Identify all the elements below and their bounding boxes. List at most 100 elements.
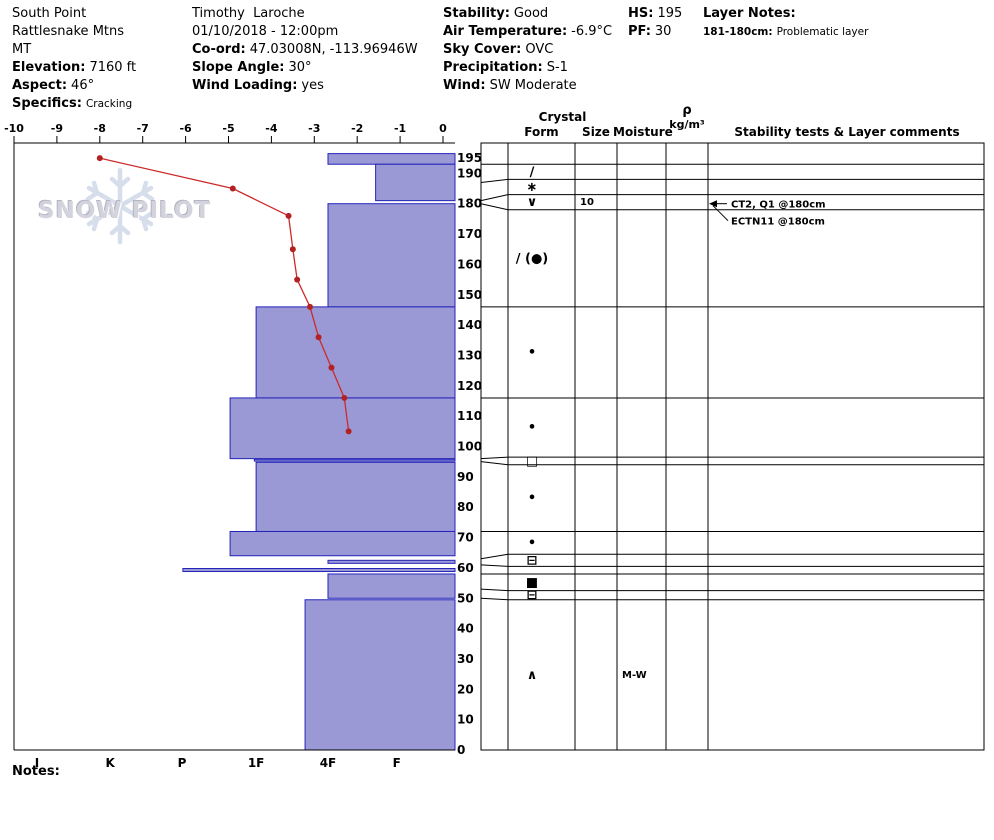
form-column-header: Form bbox=[524, 125, 559, 139]
precipitation-label: Precipitation: bbox=[443, 60, 543, 75]
depth-label: 110 bbox=[457, 409, 482, 423]
temp-tick-label: -3 bbox=[308, 122, 320, 135]
temp-tick-label: -9 bbox=[51, 122, 63, 135]
depth-label: 0 bbox=[457, 743, 465, 757]
layer-connector bbox=[480, 588, 509, 592]
temperature-line bbox=[99, 157, 350, 432]
temp-tick-label: 0 bbox=[439, 122, 447, 135]
depth-label: 180 bbox=[457, 197, 482, 211]
header-layer-notes: Layer Notes: 181-180cm: Problematic layer bbox=[703, 5, 868, 41]
layer-connector bbox=[480, 461, 509, 466]
temperature-point bbox=[341, 394, 348, 401]
temperature-point bbox=[289, 246, 296, 253]
sky-cover-label: Sky Cover: bbox=[443, 42, 522, 57]
state: MT bbox=[12, 42, 32, 57]
pit-floor-label: PF: bbox=[628, 24, 651, 39]
depth-label: 100 bbox=[457, 440, 482, 454]
snow-layer-bar-1F bbox=[255, 461, 456, 532]
aspect-label: Aspect: bbox=[12, 78, 68, 93]
depth-label: 90 bbox=[457, 470, 474, 484]
snow-layer-bar-F bbox=[375, 163, 456, 202]
header-snow-totals: HS: 195 PF: 30 bbox=[628, 5, 682, 41]
crystal-form-rounded-grains-icon: • bbox=[528, 536, 536, 551]
crystal-form-depth-hoar-icon: ∧ bbox=[527, 668, 538, 683]
crystal-size-value: 10 bbox=[580, 197, 594, 208]
depth-label: 150 bbox=[457, 288, 482, 302]
wind-loading-label: Wind Loading: bbox=[192, 78, 298, 93]
stability-test-arrow-icon bbox=[709, 200, 717, 208]
depth-label: 190 bbox=[457, 166, 482, 180]
mountain-range: Rattlesnake Mtns bbox=[12, 24, 125, 39]
layer-connector bbox=[480, 564, 509, 567]
snow-layer-bar-4F bbox=[327, 559, 456, 564]
layer-connector bbox=[480, 597, 509, 601]
snow-layer-bar-1F+ bbox=[229, 530, 456, 557]
temp-tick-label: -5 bbox=[222, 122, 234, 135]
stability-label: Stability: bbox=[443, 6, 510, 21]
temp-tick-label: -2 bbox=[351, 122, 363, 135]
snow-layer-bar-4F bbox=[327, 153, 456, 165]
stability-test-result: ECTN11 @180cm bbox=[731, 217, 825, 228]
layer-connector bbox=[480, 203, 509, 211]
crystal-form-melt-freeze-crust-icon: ⊟ bbox=[527, 553, 538, 568]
layer-note-text: Problematic layer bbox=[776, 26, 869, 38]
specifics-value: Cracking bbox=[85, 98, 133, 110]
crystal-form-stellar-icon: ∗ bbox=[527, 180, 538, 195]
aspect-value: 46° bbox=[71, 78, 95, 93]
temp-tick-label: -1 bbox=[394, 122, 406, 135]
stability-column-header: Stability tests & Layer comments bbox=[734, 125, 960, 139]
depth-label: 50 bbox=[457, 591, 474, 605]
crystal-form-rounded-grains-icon: • bbox=[528, 345, 536, 360]
elevation-value: 7160 ft bbox=[89, 60, 137, 75]
crystal-form-decomposing-with-melt-forms-icon: ∕ (●) bbox=[516, 251, 549, 266]
hardness-label-4F: 4F bbox=[320, 756, 337, 770]
depth-label: 80 bbox=[457, 500, 474, 514]
depth-label: 70 bbox=[457, 531, 474, 545]
snowflake-icon bbox=[85, 167, 155, 245]
depth-label: 140 bbox=[457, 318, 482, 332]
crystal-form-rounded-grains-icon: • bbox=[528, 491, 536, 506]
hardness-label-1F: 1F bbox=[248, 756, 265, 770]
coordinates-label: Co-ord: bbox=[192, 42, 246, 57]
temperature-point bbox=[294, 276, 301, 283]
temp-tick-label: -4 bbox=[265, 122, 278, 135]
moisture-value: M-W bbox=[622, 670, 647, 681]
hardness-label-F: F bbox=[393, 756, 401, 770]
wind-value: SW Moderate bbox=[489, 78, 577, 93]
depth-label: 40 bbox=[457, 622, 474, 636]
crystal-form-melt-freeze-crust-icon: ⊟ bbox=[527, 588, 538, 603]
crystal-form-faceted-crystals-icon: □ bbox=[526, 454, 538, 469]
stability-test-result: CT2, Q1 @180cm bbox=[731, 200, 826, 211]
snow-layer-bar-1F bbox=[253, 458, 456, 462]
depth-label: 170 bbox=[457, 227, 482, 241]
precipitation-value: S-1 bbox=[546, 60, 568, 75]
slope-angle-label: Slope Angle: bbox=[192, 60, 285, 75]
depth-label: 10 bbox=[457, 713, 474, 727]
crystal-form-ice-layer-icon: ■ bbox=[526, 575, 538, 590]
depth-label: 120 bbox=[457, 379, 482, 393]
watermark-text: SNOW PILOT bbox=[38, 198, 212, 224]
elevation-label: Elevation: bbox=[12, 60, 86, 75]
hardness-label-I: I bbox=[35, 756, 39, 770]
wind-label: Wind: bbox=[443, 78, 486, 93]
snow-layer-bar-4F bbox=[327, 573, 456, 599]
site-name: South Point bbox=[12, 6, 87, 21]
temperature-point bbox=[307, 303, 314, 310]
snow-height-value: 195 bbox=[657, 6, 683, 21]
crystal-panel-frame bbox=[480, 142, 985, 751]
temp-tick-label: -8 bbox=[94, 122, 106, 135]
crystal-form-rounded-grains-icon: • bbox=[528, 421, 536, 436]
stability-test-connector-line bbox=[712, 205, 729, 222]
slope-angle-value: 30° bbox=[288, 60, 312, 75]
snow-layer-bar-1F bbox=[255, 306, 456, 399]
crystal-form-surface-hoar-icon: ∨ bbox=[527, 195, 538, 210]
temperature-point bbox=[229, 185, 236, 192]
pit-floor-value: 30 bbox=[654, 24, 672, 39]
header-location: South Point Rattlesnake Mtns MT Elevatio… bbox=[12, 5, 136, 113]
snowpilot-watermark: SNOW PILOT bbox=[38, 166, 228, 252]
depth-label: 160 bbox=[457, 257, 482, 271]
temp-tick-label: -6 bbox=[179, 122, 192, 135]
layer-notes-title: Layer Notes: bbox=[703, 6, 796, 21]
depth-label: 130 bbox=[457, 348, 482, 362]
moisture-column-header: Moisture bbox=[613, 125, 673, 139]
